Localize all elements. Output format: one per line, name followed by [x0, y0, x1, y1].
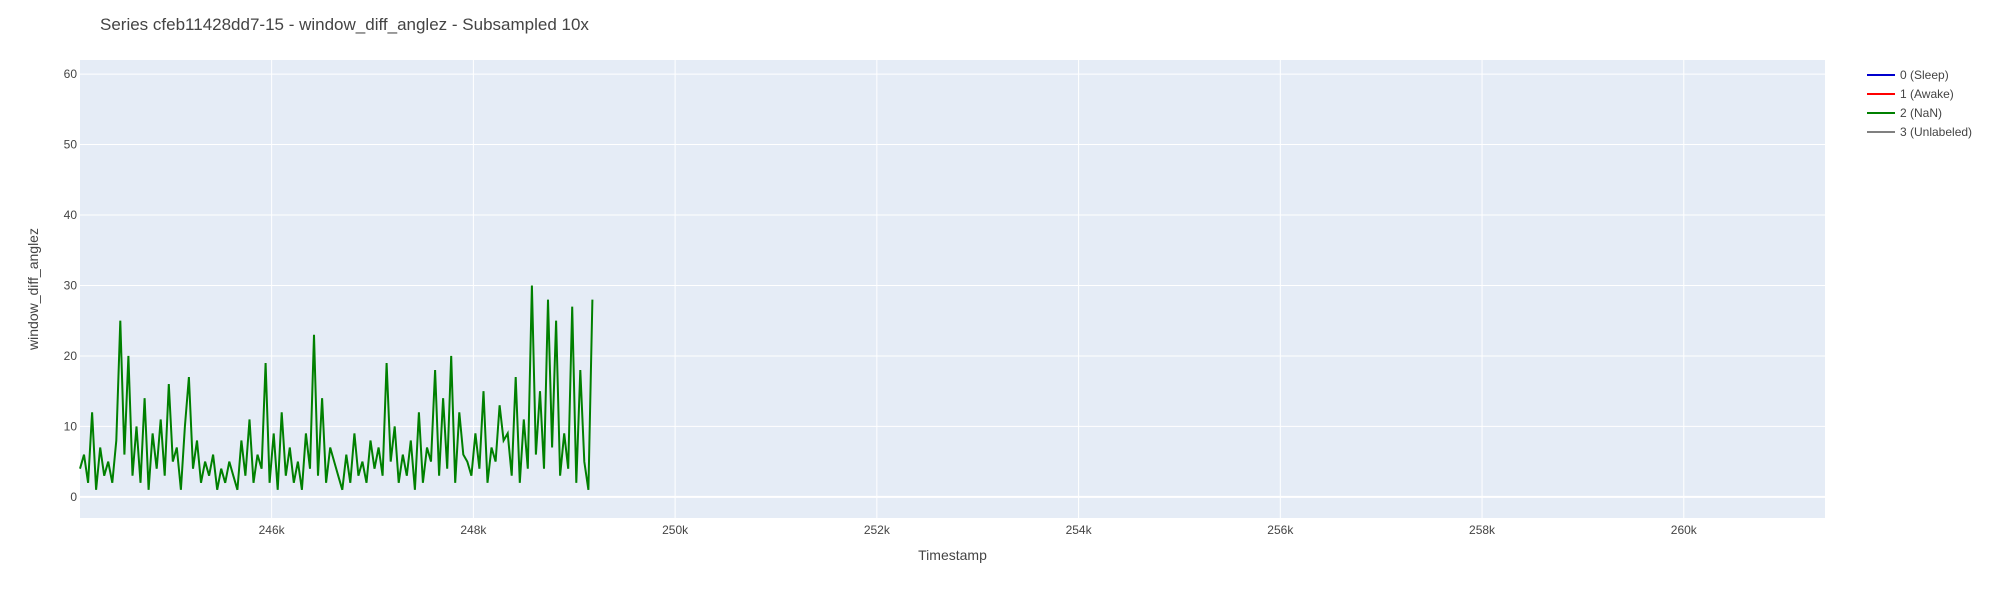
x-tick-label: 250k: [662, 523, 689, 537]
y-tick-label: 20: [64, 349, 78, 363]
x-tick-label: 248k: [460, 523, 487, 537]
x-tick-label: 254k: [1066, 523, 1093, 537]
y-tick-label: 40: [64, 208, 78, 222]
y-tick-label: 0: [70, 490, 77, 504]
y-tick-label: 30: [64, 278, 78, 292]
x-tick-label: 260k: [1671, 523, 1698, 537]
legend-item-label[interactable]: 0 (Sleep): [1900, 68, 1949, 82]
y-tick-label: 50: [64, 138, 78, 152]
legend-item-label[interactable]: 3 (Unlabeled): [1900, 125, 1972, 139]
plot-area: [80, 60, 1825, 518]
y-tick-label: 10: [64, 419, 78, 433]
y-axis-title: window_diff_anglez: [25, 228, 41, 351]
x-tick-label: 252k: [864, 523, 891, 537]
legend-item-label[interactable]: 2 (NaN): [1900, 106, 1942, 120]
legend-item-label[interactable]: 1 (Awake): [1900, 87, 1954, 101]
x-tick-label: 258k: [1469, 523, 1496, 537]
x-tick-label: 256k: [1267, 523, 1294, 537]
x-tick-label: 246k: [259, 523, 286, 537]
series-layer: [79, 285, 594, 491]
series-line: [79, 285, 594, 491]
legend[interactable]: 0 (Sleep) 1 (Awake) 2 (NaN) 3 (Unlabeled): [1867, 68, 1972, 139]
gridlines: [80, 60, 1825, 518]
y-tick-label: 60: [64, 67, 78, 81]
x-axis-title: Timestamp: [918, 547, 987, 563]
chart-title: Series cfeb11428dd7-15 - window_diff_ang…: [100, 15, 589, 34]
y-axis: 0 10 20 30 40 50 60: [64, 67, 78, 504]
x-axis: 246k 248k 250k 252k 254k 256k 258k 260k: [259, 523, 1698, 537]
